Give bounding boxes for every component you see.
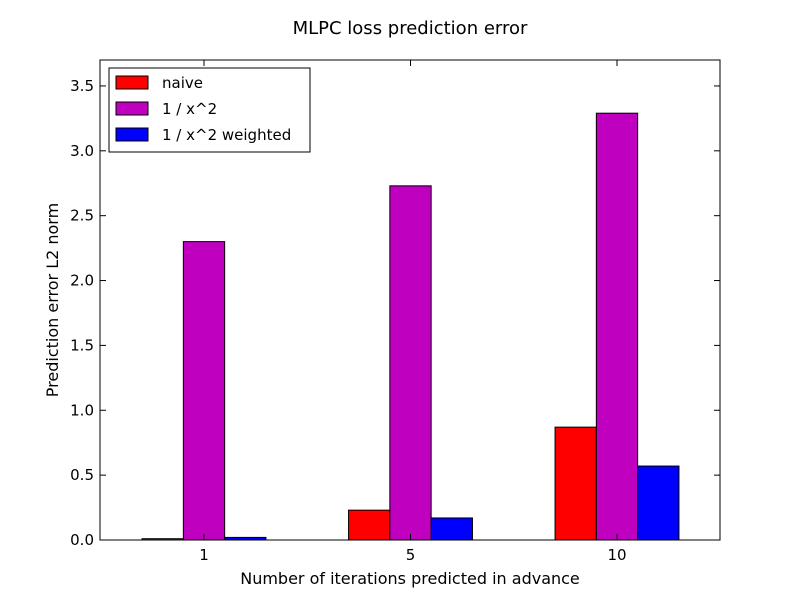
x-tick-label: 5 — [406, 546, 416, 564]
bar-1-x-2-10 — [595, 112, 639, 541]
bar-1-x-2-weighted-5 — [430, 517, 473, 541]
y-tick-label: 1.0 — [70, 401, 94, 419]
bar-naive-5 — [348, 509, 391, 541]
bar-naive-10 — [554, 426, 597, 541]
y-tick-label: 2.0 — [70, 272, 94, 290]
y-tick-label: 3.0 — [70, 142, 94, 160]
legend-swatch — [115, 75, 149, 90]
bar-1-x-2-1 — [182, 241, 226, 541]
y-tick-label: 1.5 — [70, 336, 94, 354]
legend-swatch — [115, 127, 149, 142]
legend-label: naive — [162, 74, 203, 92]
y-tick-label: 0.5 — [70, 466, 94, 484]
y-axis-label: Prediction error L2 norm — [43, 203, 62, 397]
y-tick-label: 2.5 — [70, 207, 94, 225]
x-tick-label: 10 — [607, 546, 626, 564]
chart-title: MLPC loss prediction error — [293, 18, 528, 39]
legend-swatch — [115, 101, 149, 116]
y-tick-label: 0.0 — [70, 531, 94, 549]
y-tick-label: 3.5 — [70, 77, 94, 95]
legend: naive 1 / x^2 1 / x^2 weighted — [108, 67, 311, 153]
axis-ticks: 0.0 0.5 1.0 1.5 2.0 2.5 3.0 3.5 1 5 10 — [70, 60, 720, 564]
bar-1-x-2-weighted-10 — [637, 465, 680, 541]
legend-label: 1 / x^2 — [162, 100, 217, 118]
bar-1-x-2-5 — [389, 185, 432, 541]
x-tick-label: 1 — [199, 546, 209, 564]
bars-group — [141, 112, 680, 541]
x-axis-label: Number of iterations predicted in advanc… — [240, 569, 580, 588]
legend-label: 1 / x^2 weighted — [162, 126, 291, 144]
